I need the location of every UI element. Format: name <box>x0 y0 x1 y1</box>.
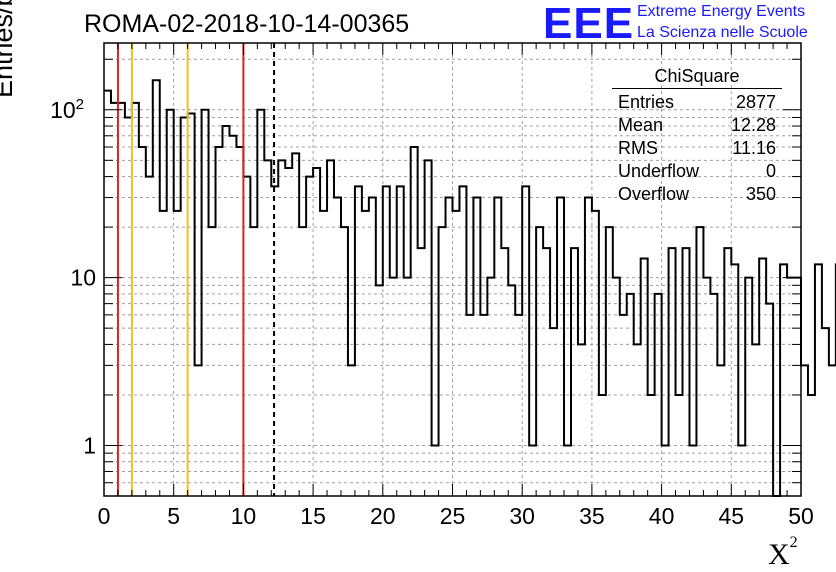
x-tick-label: 50 <box>788 503 814 529</box>
stats-label: RMS <box>618 138 658 158</box>
stats-value: 350 <box>745 184 776 204</box>
x-axis-label-sup: 2 <box>789 534 798 551</box>
stats-value: 11.16 <box>732 138 776 158</box>
x-tick-label: 0 <box>98 503 111 529</box>
stats-value: 12.28 <box>730 115 776 135</box>
stats-label: Overflow <box>618 184 690 204</box>
stats-row-mean: Mean 12.28 <box>612 114 782 137</box>
x-tick-label: 15 <box>300 503 326 529</box>
y-tick-label: 1 <box>83 432 96 458</box>
y-tick-label: 102 <box>50 96 84 123</box>
stats-row-entries: Entries 2877 <box>612 91 782 114</box>
x-axis-label: X2 <box>768 534 798 572</box>
x-tick-label: 35 <box>579 503 605 529</box>
stats-box: ChiSquare Entries 2877 Mean 12.28 RMS 11… <box>612 66 782 206</box>
histogram-series <box>104 79 836 497</box>
stats-row-overflow: Overflow 350 <box>612 183 782 206</box>
x-tick-label: 40 <box>649 503 675 529</box>
stats-label: Entries <box>618 92 675 112</box>
x-tick-label: 45 <box>719 503 745 529</box>
x-tick-label: 25 <box>440 503 466 529</box>
y-tick-label: 10 <box>70 265 96 291</box>
chart-title: ROMA-02-2018-10-14-00365 <box>84 10 410 38</box>
x-tick-label: 20 <box>370 503 396 529</box>
logo-tagline-2: La Scienza nelle Scuole <box>637 24 808 41</box>
eee-logo: EEE <box>543 0 635 48</box>
stats-value: 2877 <box>735 92 776 112</box>
logo-tagline-1: Extreme Energy Events <box>637 3 806 20</box>
stats-box-title: ChiSquare <box>612 66 782 89</box>
x-axis-label-base: X <box>768 538 790 571</box>
x-tick-label: 10 <box>231 503 257 529</box>
x-tick-label: 5 <box>167 503 180 529</box>
stats-row-underflow: Underflow 0 <box>612 160 782 183</box>
stats-value: 0 <box>765 161 776 181</box>
stats-row-rms: RMS 11.16 <box>612 137 782 160</box>
stats-label: Mean <box>618 115 664 135</box>
stats-label: Underflow <box>618 161 700 181</box>
x-tick-label: 30 <box>509 503 535 529</box>
